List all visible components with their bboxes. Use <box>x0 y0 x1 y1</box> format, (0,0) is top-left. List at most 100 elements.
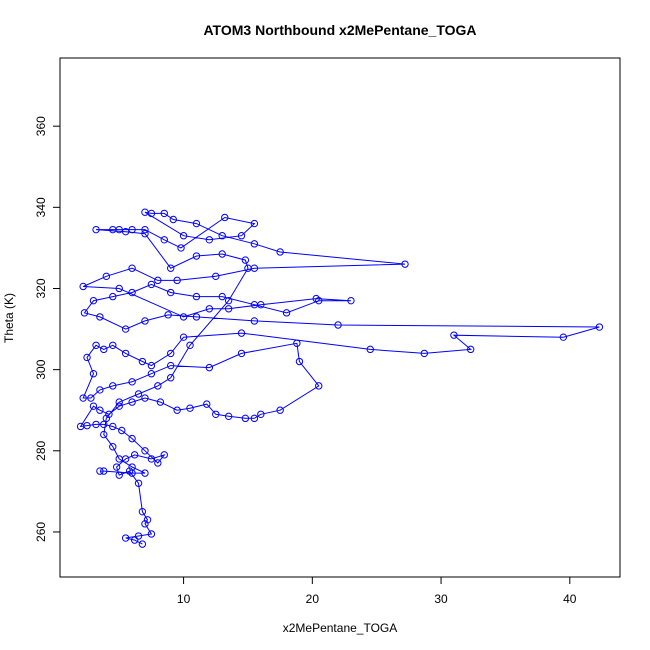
data-point <box>128 378 136 386</box>
data-point <box>89 370 98 378</box>
x-axis-label: x2MePentane_TOGA <box>283 621 398 635</box>
data-point <box>276 248 284 256</box>
data-point <box>96 467 104 475</box>
data-point <box>100 430 108 439</box>
data-point <box>237 232 246 240</box>
data-point <box>179 333 188 341</box>
data-point <box>115 402 123 410</box>
data-point <box>147 455 156 463</box>
data-point <box>192 313 201 321</box>
data-point <box>312 294 320 303</box>
data-point <box>186 404 194 412</box>
data-point <box>154 382 162 390</box>
y-tick-label: 280 <box>34 440 48 460</box>
data-point <box>141 230 149 238</box>
data-point <box>147 370 156 378</box>
data-point <box>218 292 226 301</box>
data-point <box>203 400 211 408</box>
data-point <box>347 296 355 305</box>
data-point <box>250 317 259 325</box>
data-point <box>244 264 252 272</box>
data-point <box>156 398 165 406</box>
data-point <box>293 339 301 347</box>
data-point <box>147 280 156 289</box>
data-point <box>169 215 177 224</box>
data-point <box>128 288 136 297</box>
y-tick-label: 320 <box>34 278 48 298</box>
data-point <box>134 390 143 398</box>
y-tick-label: 360 <box>34 116 48 136</box>
data-point <box>87 394 95 402</box>
data-line <box>79 211 600 545</box>
data-point <box>121 349 130 358</box>
data-point <box>212 410 220 418</box>
data-point <box>128 398 136 406</box>
data-point <box>109 341 117 349</box>
data-point <box>595 323 604 331</box>
data-point <box>192 219 201 228</box>
data-point <box>105 410 113 418</box>
data-point <box>154 459 162 467</box>
x-tick-label: 10 <box>177 592 191 606</box>
data-point <box>109 225 117 234</box>
data-point <box>257 410 265 418</box>
data-point <box>92 341 100 349</box>
y-tick-label: 340 <box>34 197 48 217</box>
data-point <box>128 264 136 272</box>
data-point <box>141 225 149 234</box>
data-point <box>192 292 201 301</box>
data-point <box>164 311 172 319</box>
data-point <box>466 345 475 354</box>
data-point <box>218 232 226 240</box>
data-point <box>138 507 147 516</box>
data-point <box>160 451 168 459</box>
x-tick-label: 30 <box>434 592 448 606</box>
data-point <box>141 447 149 455</box>
y-tick-label: 260 <box>34 522 48 542</box>
data-point <box>401 260 409 268</box>
plot-frame <box>59 57 621 578</box>
data-point <box>450 331 458 339</box>
data-point <box>315 382 323 390</box>
data-point <box>167 349 175 358</box>
data-point <box>134 479 143 487</box>
data-point <box>167 264 175 272</box>
data-point <box>224 305 233 313</box>
data-point <box>121 325 130 333</box>
data-point <box>112 463 121 471</box>
data-point <box>141 469 149 477</box>
data-point <box>100 345 108 354</box>
data-point <box>192 252 201 260</box>
data-point <box>237 349 246 358</box>
data-point <box>109 443 117 451</box>
data-point <box>100 420 108 429</box>
data-point <box>205 236 214 244</box>
data-point <box>89 402 98 410</box>
data-point <box>167 374 175 382</box>
data-point <box>102 414 111 423</box>
data-point <box>224 412 233 421</box>
data-point <box>154 276 162 285</box>
data-point <box>143 516 152 524</box>
y-axis-label: Theta (K) <box>2 293 16 343</box>
data-point <box>79 282 87 291</box>
data-point <box>128 225 136 234</box>
data-point <box>160 209 168 218</box>
data-point <box>134 532 143 540</box>
data-point <box>212 272 220 281</box>
data-point <box>79 394 87 402</box>
data-point <box>138 540 147 548</box>
data-point <box>420 349 429 358</box>
data-point <box>205 305 214 313</box>
data-point <box>334 321 342 329</box>
data-point <box>167 361 175 370</box>
data-point <box>250 219 259 228</box>
data-point <box>141 208 149 216</box>
data-point <box>221 213 229 222</box>
data-point <box>141 520 149 528</box>
data-point <box>147 530 156 538</box>
data-point <box>83 353 91 362</box>
